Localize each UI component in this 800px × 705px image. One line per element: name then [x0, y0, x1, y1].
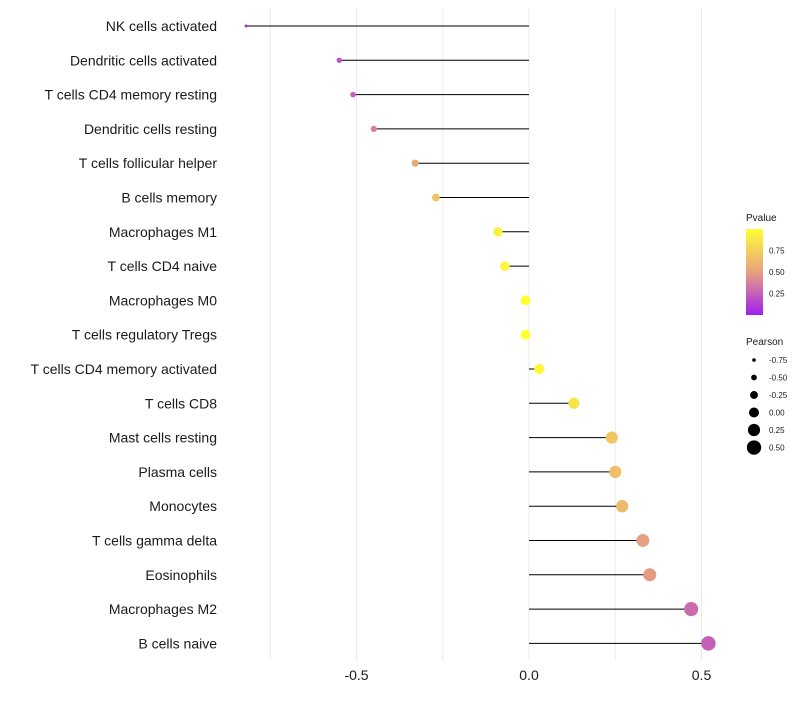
stem-layer — [246, 25, 709, 644]
category-label: Mast cells resting — [109, 430, 217, 446]
x-tick-label: 0.5 — [692, 667, 712, 683]
pearson-legend-label: 0.00 — [769, 409, 785, 418]
pvalue-legend-label: 0.75 — [769, 247, 785, 256]
lollipop-point — [244, 24, 248, 28]
category-label: Eosinophils — [145, 567, 217, 583]
pearson-legend-label: -0.50 — [769, 374, 788, 383]
pvalue-legend-title: Pvalue — [746, 213, 777, 224]
lollipop-point — [534, 363, 545, 375]
category-label: T cells follicular helper — [79, 155, 218, 171]
lollipop-point — [684, 602, 699, 617]
category-label: T cells CD8 — [145, 395, 217, 411]
lollipop-point — [350, 91, 356, 98]
lollipop-point — [336, 57, 342, 63]
lollipop-point — [370, 125, 377, 132]
pearson-legend-dot — [752, 358, 756, 362]
category-label: Macrophages M0 — [109, 292, 217, 308]
pearson-legend-title: Pearson — [746, 337, 783, 348]
lollipop-point — [500, 261, 510, 271]
pvalue-legend-label: 0.50 — [769, 268, 785, 277]
pearson-legend-dot — [747, 423, 761, 437]
lollipop-point — [520, 295, 531, 306]
category-label: B cells memory — [121, 190, 217, 206]
pearson-legend-label: 0.50 — [769, 444, 785, 453]
lollipop-point — [609, 465, 622, 479]
lollipop-point — [636, 534, 650, 547]
pvalue-legend-label: 0.25 — [769, 290, 785, 299]
lollipop-point — [520, 329, 531, 340]
category-label: Dendritic cells activated — [70, 52, 217, 68]
lollipop-point — [568, 397, 580, 409]
category-label: Macrophages M2 — [109, 601, 217, 617]
pvalue-colorbar — [746, 229, 763, 315]
lollipop-point — [411, 159, 419, 167]
pearson-legend-dot — [750, 391, 758, 399]
category-label: Dendritic cells resting — [84, 121, 217, 137]
pearson-legend-dot — [748, 407, 760, 418]
point-layer — [244, 24, 716, 651]
grid-layer — [269, 8, 702, 660]
pearson-legend-dot — [746, 440, 762, 455]
category-label: Plasma cells — [138, 464, 217, 480]
pvalue-legend: Pvalue 0.75 0.50 0.25 — [746, 213, 785, 315]
pearson-legend-dot — [751, 374, 757, 381]
x-tick-label: -0.5 — [344, 667, 368, 683]
x-axis-ticks: -0.5 0.0 0.5 — [344, 667, 711, 683]
category-label: T cells regulatory Tregs — [72, 327, 217, 343]
category-label: T cells CD4 naive — [108, 258, 218, 274]
pearson-legend-label: 0.25 — [769, 426, 785, 435]
category-label: T cells CD4 memory activated — [31, 361, 217, 377]
category-label: T cells CD4 memory resting — [45, 87, 217, 103]
category-label: Macrophages M1 — [109, 224, 217, 240]
category-label: Monocytes — [149, 498, 217, 514]
category-label: T cells gamma delta — [92, 533, 217, 549]
lollipop-point — [605, 431, 618, 444]
x-tick-label: 0.0 — [519, 667, 539, 683]
lollipop-point — [493, 227, 503, 237]
pearson-legend-label: -0.75 — [769, 356, 788, 365]
pearson-legend: Pearson -0.75 -0.50 -0.25 0.00 0.25 0.50 — [746, 337, 788, 455]
category-label: B cells naive — [138, 635, 217, 651]
lollipop-point — [643, 568, 657, 582]
lollipop-point — [701, 636, 716, 651]
category-labels: NK cells activated Dendritic cells activa… — [31, 18, 218, 651]
category-label: NK cells activated — [106, 18, 217, 34]
lollipop-point — [431, 193, 440, 202]
pearson-legend-label: -0.25 — [769, 391, 788, 400]
lollipop-point — [615, 500, 629, 513]
